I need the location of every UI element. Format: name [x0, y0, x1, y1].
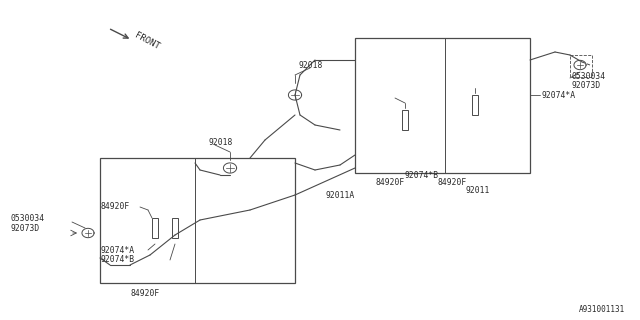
Text: 84920F: 84920F — [100, 202, 129, 211]
Text: 92074*A: 92074*A — [542, 91, 576, 100]
Bar — [570, 55, 592, 77]
Text: 92074*B: 92074*B — [405, 171, 439, 180]
Text: 84920F: 84920F — [376, 178, 404, 187]
Text: 92073D: 92073D — [572, 81, 601, 90]
Text: 92074*B: 92074*B — [100, 255, 134, 265]
Bar — [172, 218, 178, 238]
Bar — [472, 95, 478, 115]
Bar — [152, 218, 158, 238]
Text: 92011A: 92011A — [325, 190, 355, 199]
Text: 92073D: 92073D — [10, 223, 39, 233]
Text: 92011: 92011 — [465, 186, 490, 195]
Text: 0530034: 0530034 — [572, 71, 606, 81]
Text: 92018: 92018 — [208, 138, 232, 147]
Bar — [355, 38, 530, 173]
Text: 92018: 92018 — [298, 60, 323, 69]
Text: 0530034: 0530034 — [10, 213, 44, 222]
Text: 84920F: 84920F — [131, 289, 159, 298]
Bar — [402, 110, 408, 130]
Text: FRONT: FRONT — [133, 31, 161, 51]
Text: 84920F: 84920F — [437, 178, 467, 187]
Text: A931001131: A931001131 — [579, 306, 625, 315]
Bar — [100, 158, 295, 283]
Text: 92074*A: 92074*A — [100, 245, 134, 254]
